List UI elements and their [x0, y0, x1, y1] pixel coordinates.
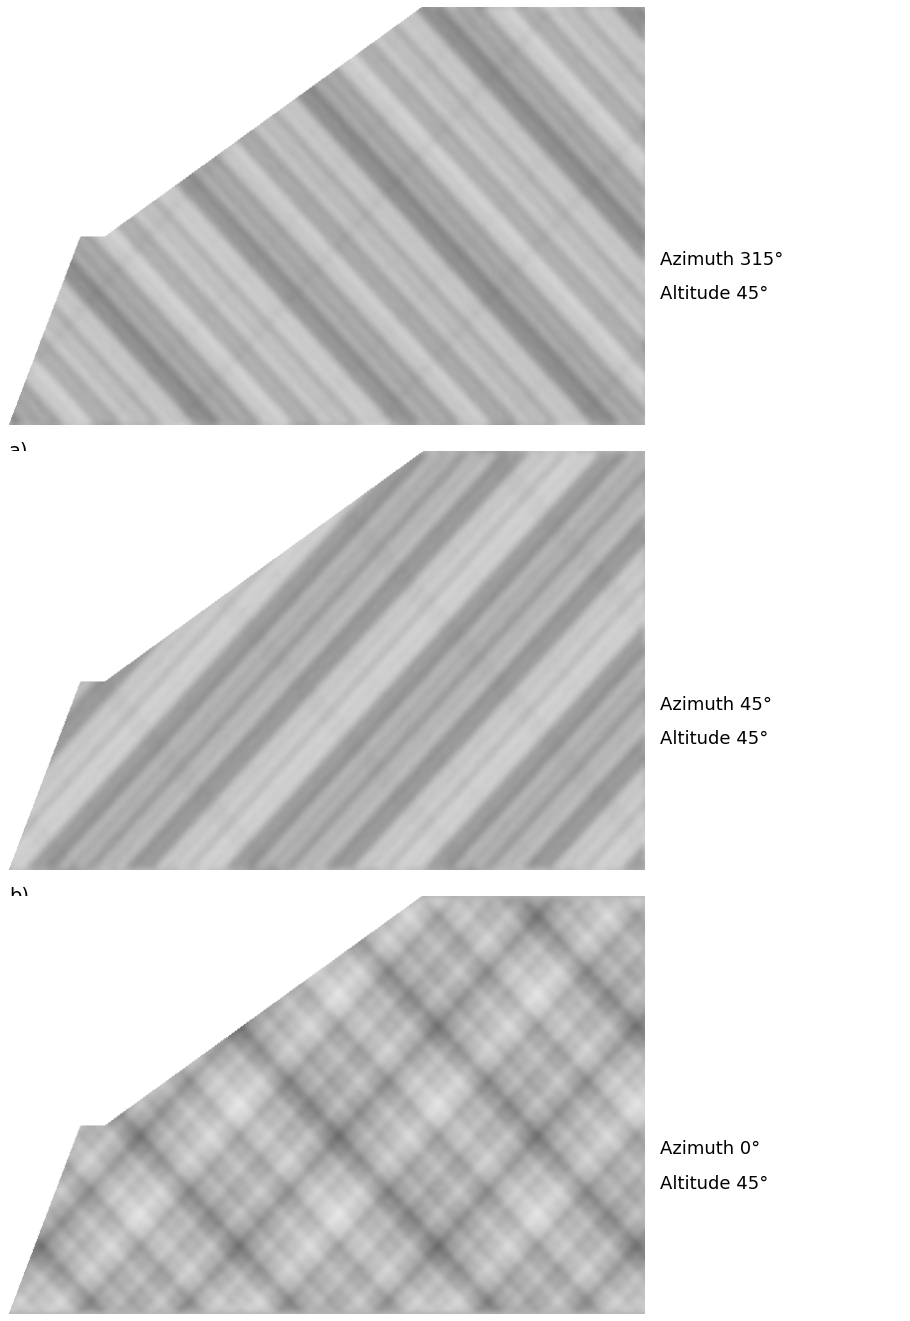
Text: Altitude 45°: Altitude 45° [660, 1174, 768, 1193]
Text: b): b) [9, 886, 29, 905]
Text: Altitude 45°: Altitude 45° [660, 285, 768, 304]
Text: Azimuth 0°: Azimuth 0° [660, 1140, 760, 1159]
Text: Azimuth 45°: Azimuth 45° [660, 696, 772, 713]
Text: Altitude 45°: Altitude 45° [660, 731, 768, 748]
Text: Azimuth 315°: Azimuth 315° [660, 251, 784, 269]
Text: a): a) [9, 441, 28, 461]
